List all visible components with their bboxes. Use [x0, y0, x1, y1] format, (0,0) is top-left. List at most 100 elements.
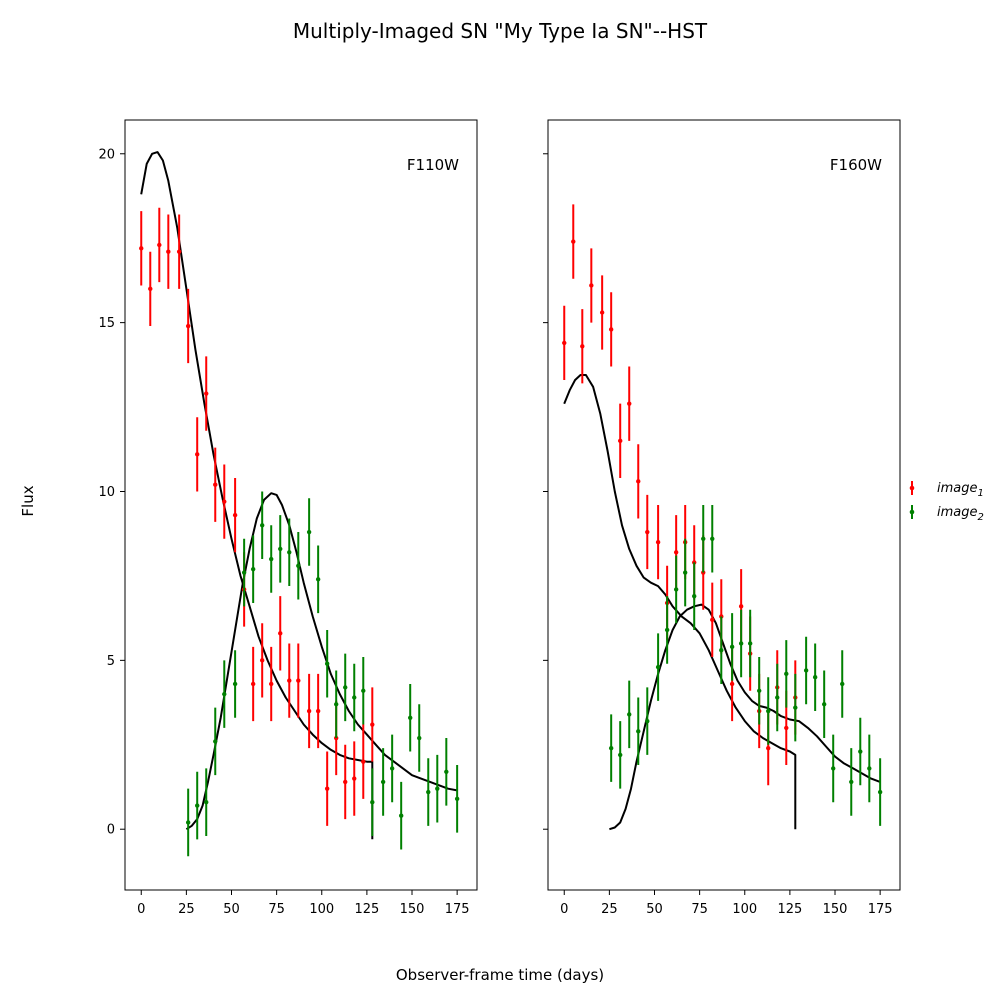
point-marker: [324, 661, 330, 666]
point-marker: [204, 391, 209, 396]
point-marker: [417, 735, 422, 741]
data-point-image-1: [645, 494, 650, 570]
svg-text:image2: image2: [937, 505, 984, 523]
data-point-image-2: [426, 758, 431, 826]
point-marker: [306, 529, 312, 535]
x-tick-label: 175: [868, 902, 893, 917]
data-point-image-2: [766, 677, 771, 745]
data-point-image-2: [213, 707, 218, 776]
data-point-image-1: [627, 366, 632, 441]
data-point-image-1: [599, 275, 605, 350]
data-point-image-1: [259, 623, 265, 698]
point-marker: [241, 570, 247, 575]
data-point-image-2: [269, 525, 274, 593]
legend-label: image: [937, 505, 978, 520]
point-marker: [571, 239, 576, 244]
point-marker: [766, 745, 771, 751]
data-point-image-1: [306, 673, 312, 749]
point-marker: [204, 799, 209, 805]
x-tick-label: 125: [777, 902, 802, 917]
data-point-image-2: [296, 532, 301, 600]
data-point-image-2: [719, 616, 724, 684]
y-tick-label: 0: [107, 823, 115, 838]
point-marker: [222, 691, 227, 697]
point-marker: [222, 499, 227, 504]
point-marker: [821, 702, 827, 707]
data-point-image-2: [812, 643, 818, 712]
panel-f160w-axes: 0 25 50 75 100 125 150 175: [543, 119, 901, 917]
legend-label: image: [937, 481, 978, 496]
data-point-image-1: [176, 214, 182, 289]
data-point-image-1: [157, 207, 162, 283]
point-marker: [729, 644, 735, 650]
data-point-image-1: [589, 248, 594, 323]
y-axis-label: Flux: [19, 485, 37, 516]
data-point-image-1: [278, 596, 283, 671]
data-point-image-1: [222, 464, 227, 539]
point-marker: [701, 536, 706, 541]
data-point-image-2: [306, 498, 312, 566]
data-point-image-2: [370, 768, 375, 836]
data-point-image-2: [664, 596, 670, 664]
point-marker: [877, 789, 883, 795]
data-point-image-2: [840, 650, 845, 718]
point-marker: [655, 664, 661, 670]
data-point-image-2: [185, 788, 191, 857]
point-marker: [334, 702, 339, 707]
panel-f110w: 0 25 50 75 100 125 150 175 0 5 10 15 20 F110W: [98, 119, 478, 917]
point-marker: [692, 593, 697, 599]
band-label: F160W: [830, 156, 882, 174]
point-marker: [278, 546, 283, 552]
y-tick-label: 20: [98, 147, 115, 162]
point-marker: [729, 681, 735, 687]
y-tick-label: 15: [98, 316, 115, 331]
data-point-image-2: [701, 505, 706, 573]
model-curve-1: [563, 374, 797, 830]
data-point-image-2: [232, 650, 238, 718]
data-point-image-2: [636, 697, 641, 766]
point-marker: [664, 627, 670, 633]
point-marker: [426, 789, 431, 795]
data-point-image-2: [858, 717, 863, 786]
data-point-image-2: [352, 663, 357, 732]
point-marker: [157, 242, 162, 248]
point-marker: [352, 695, 357, 700]
data-point-image-1: [287, 643, 292, 718]
x-tick-label: 150: [823, 902, 848, 917]
point-marker: [618, 438, 623, 444]
point-marker: [259, 523, 265, 528]
legend-marker-point: [909, 485, 915, 491]
legend-marker-point: [909, 509, 915, 515]
data-point-image-2: [278, 515, 283, 583]
svg-text:image1: image1: [937, 481, 984, 499]
chart-title: Multiply-Imaged SN "My Type Ia SN"--HST: [293, 19, 708, 43]
legend-subscript: 1: [978, 488, 984, 499]
point-marker: [599, 310, 605, 315]
point-marker: [370, 722, 375, 727]
point-marker: [166, 249, 171, 254]
data-point-image-1: [315, 673, 321, 749]
point-marker: [398, 813, 404, 818]
point-marker: [636, 479, 641, 484]
data-point-image-2: [315, 545, 321, 614]
point-marker: [380, 779, 386, 785]
point-marker: [766, 708, 771, 714]
data-point-image-2: [454, 765, 460, 833]
point-marker: [454, 796, 460, 802]
data-point-image-2: [757, 656, 762, 725]
point-marker: [213, 739, 218, 744]
data-point-image-2: [682, 538, 688, 607]
data-point-image-1: [296, 643, 301, 718]
point-marker: [831, 766, 836, 771]
point-marker: [352, 776, 357, 781]
x-tick-label: 50: [223, 902, 240, 917]
point-marker: [627, 401, 632, 406]
point-marker: [738, 641, 744, 646]
data-point-image-2: [784, 640, 789, 708]
point-marker: [682, 570, 688, 575]
point-marker: [636, 729, 641, 734]
data-point-image-1: [636, 444, 641, 519]
point-marker: [719, 648, 724, 653]
band-label: F110W: [407, 156, 459, 174]
data-point-image-2: [222, 660, 227, 728]
